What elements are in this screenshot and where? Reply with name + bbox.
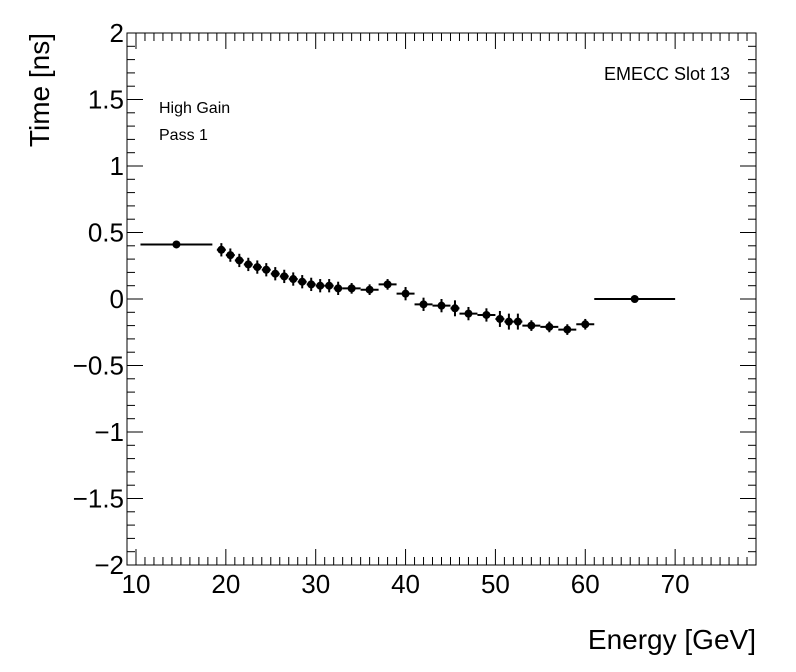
x-tick-label: 60: [571, 569, 600, 599]
point-marker: [450, 304, 459, 313]
data-point: [297, 275, 307, 289]
data-point: [378, 279, 397, 290]
point-marker: [630, 295, 639, 303]
x-axis-tick-labels: 10 20 30 40 50 60 70: [122, 569, 690, 599]
pass-annotation: Pass 1: [159, 127, 208, 144]
point-marker: [482, 310, 491, 319]
x-tick-label: 10: [122, 569, 151, 599]
x-tick-label: 40: [391, 569, 420, 599]
data-point: [333, 281, 343, 296]
point-marker: [513, 317, 522, 326]
point-marker: [365, 285, 374, 294]
point-marker: [401, 289, 410, 298]
x-tick-label: 30: [301, 569, 330, 599]
x-tick-label: 70: [661, 569, 690, 599]
data-point: [270, 267, 280, 281]
point-marker: [217, 245, 226, 254]
point-marker: [172, 240, 181, 249]
data-point: [594, 295, 676, 303]
point-marker: [347, 284, 356, 293]
point-marker: [581, 320, 590, 329]
data-series: [140, 240, 676, 335]
data-point: [495, 310, 505, 327]
point-marker: [271, 269, 280, 278]
plot-frame: [126, 32, 757, 566]
point-marker: [298, 277, 307, 286]
x-tick-label: 50: [481, 569, 510, 599]
data-point: [243, 257, 253, 272]
point-marker: [253, 263, 262, 272]
point-marker: [289, 275, 298, 284]
data-point: [360, 284, 379, 296]
data-point: [450, 300, 460, 317]
point-marker: [504, 317, 513, 326]
y-tick-label: −1: [94, 417, 124, 447]
data-point: [252, 260, 262, 274]
data-point: [576, 318, 595, 330]
y-tick-label: 0.5: [88, 218, 124, 248]
data-point: [140, 240, 213, 249]
x-axis-title: Energy [GeV]: [588, 624, 756, 655]
point-marker: [226, 251, 235, 260]
data-point: [225, 248, 235, 262]
y-tick-label: 0: [110, 284, 124, 314]
point-marker: [262, 265, 271, 274]
data-point: [477, 308, 496, 322]
data-point: [315, 279, 325, 293]
data-point: [396, 287, 415, 301]
data-point: [558, 324, 577, 335]
gain-annotation: High Gain: [159, 100, 230, 117]
data-point: [432, 299, 451, 313]
data-point: [234, 253, 244, 268]
y-tick-label: −0.5: [73, 351, 124, 381]
point-marker: [419, 300, 428, 309]
point-marker: [235, 256, 244, 265]
data-point: [279, 269, 289, 284]
point-marker: [325, 281, 334, 290]
point-marker: [545, 322, 554, 331]
y-tick-label: −1.5: [73, 484, 124, 514]
data-point: [504, 313, 514, 330]
data-point: [216, 243, 226, 257]
point-marker: [563, 325, 572, 334]
point-marker: [334, 284, 343, 293]
data-point: [261, 263, 271, 277]
point-marker: [316, 281, 325, 290]
y-axis-tick-labels: −2 −1.5 −1 −0.5 0 0.5 1 1.5 2: [73, 18, 124, 580]
point-marker: [244, 260, 253, 269]
data-point: [306, 277, 316, 292]
y-tick-label: 1.5: [88, 85, 124, 115]
point-marker: [464, 309, 473, 318]
y-axis-title: Time [ns]: [24, 33, 55, 147]
data-point: [522, 320, 541, 331]
point-marker: [437, 301, 446, 310]
y-tick-label: 1: [110, 151, 124, 181]
data-point: [414, 297, 433, 311]
point-marker: [280, 272, 289, 281]
x-tick-label: 20: [211, 569, 240, 599]
axis-ticks: [126, 32, 757, 566]
point-marker: [527, 321, 536, 330]
data-point: [459, 306, 478, 321]
y-tick-label: −2: [94, 550, 124, 580]
data-point: [513, 313, 523, 330]
y-tick-label: 2: [110, 18, 124, 48]
point-marker: [495, 314, 504, 323]
slot-annotation: EMECC Slot 13: [604, 64, 730, 84]
data-point: [324, 279, 334, 293]
point-marker: [383, 280, 392, 289]
data-point: [540, 321, 559, 333]
data-point: [288, 272, 298, 286]
data-point: [342, 283, 361, 294]
point-marker: [307, 280, 316, 289]
